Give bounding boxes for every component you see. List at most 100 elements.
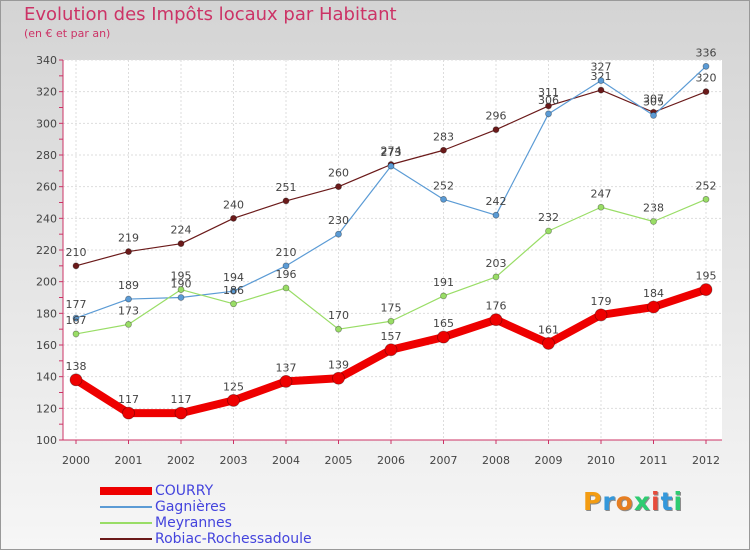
data-point-courry [437,330,450,344]
data-point-courry [699,283,713,296]
legend-swatch [100,506,152,508]
y-tick-label: 140 [36,371,57,384]
legend-label: Robiac-Rochessadoule [155,531,312,547]
data-point-courry [384,343,398,357]
data-point-gagni-res [650,112,657,119]
x-tick-label: 2003 [220,454,248,467]
data-label-courry: 157 [381,330,402,343]
y-tick-label: 220 [36,244,57,257]
data-point-courry [594,308,608,322]
data-label-gagni-res: 327 [591,61,612,74]
data-label-courry: 139 [328,358,349,371]
data-label-robiac-rochessadoule: 296 [486,110,507,123]
data-label-gagni-res: 194 [223,271,244,284]
data-label-gagni-res: 306 [538,94,559,107]
data-label-gagni-res: 190 [171,278,192,291]
y-tick-label: 120 [36,402,57,415]
x-tick-label: 2002 [167,454,195,467]
data-label-meyrannes: 195 [171,270,192,283]
data-point-meyrannes [177,286,185,293]
x-tick-label: 2001 [115,454,143,467]
data-point-meyrannes [72,330,80,338]
legend-label: Gagnières [155,499,227,515]
data-label-gagni-res: 210 [276,246,297,259]
x-tick-label: 2005 [325,454,353,467]
logo-letter: x [633,487,651,516]
data-label-meyrannes: 252 [696,179,717,192]
data-label-meyrannes: 203 [486,257,507,270]
data-point-meyrannes [125,321,132,328]
data-point-gagni-res [230,287,237,295]
data-point-robiac-rochessadoule [597,86,605,94]
data-point-meyrannes [440,292,447,300]
data-label-meyrannes: 247 [591,187,612,200]
data-point-courry [122,406,135,420]
data-label-courry: 137 [276,361,297,374]
logo-letter: o [615,487,634,516]
logo-letter: t [660,487,674,516]
legend-swatch [100,487,152,495]
x-tick-label: 2010 [587,454,615,467]
data-label-robiac-rochessadoule: 283 [433,130,454,143]
data-point-meyrannes [282,284,290,292]
data-point-meyrannes [492,273,500,281]
data-point-courry [332,371,345,385]
y-tick-label: 300 [36,117,57,130]
x-tick-label: 2007 [430,454,458,467]
x-tick-label: 2009 [535,454,563,467]
legend-swatch [100,538,152,540]
data-point-meyrannes [335,325,342,333]
data-label-courry: 195 [696,270,717,283]
data-point-gagni-res [440,195,447,203]
data-label-robiac-rochessadoule: 260 [328,167,349,180]
data-label-courry: 117 [171,393,192,406]
chart-subtitle: (en € et par an) [24,27,111,40]
x-tick-label: 2000 [62,454,90,467]
data-label-meyrannes: 167 [66,314,87,327]
data-label-courry: 161 [538,323,559,336]
legend-swatch [100,522,152,524]
legend-label: Meyrannes [155,515,232,531]
data-label-meyrannes: 196 [276,268,297,281]
data-label-gagni-res: 305 [643,95,664,108]
logo-letter: i [651,487,661,516]
chart-title: Evolution des Impôts locaux par Habitant [24,4,397,25]
data-label-meyrannes: 186 [223,284,244,297]
logo-letter: r [602,487,616,516]
data-label-gagni-res: 189 [118,279,139,292]
data-point-gagni-res [282,262,290,270]
data-label-courry: 176 [486,300,507,313]
data-label-robiac-rochessadoule: 274 [381,145,402,158]
data-label-meyrannes: 173 [118,304,139,317]
data-label-meyrannes: 191 [433,276,454,289]
y-tick-label: 200 [36,276,57,289]
data-label-robiac-rochessadoule: 240 [223,198,244,211]
data-point-robiac-rochessadoule [545,102,552,110]
data-point-gagni-res [387,162,395,170]
y-tick-label: 320 [36,86,57,99]
data-label-robiac-rochessadoule: 321 [591,70,612,83]
x-tick-label: 2011 [640,454,668,467]
y-tick-label: 240 [36,212,57,225]
data-label-meyrannes: 175 [381,301,402,314]
y-tick-label: 100 [36,434,57,447]
data-point-meyrannes [545,227,552,235]
data-label-gagni-res: 242 [486,195,507,208]
data-point-courry [69,373,83,387]
data-point-courry [174,406,188,420]
legend-label: COURRY [155,483,214,499]
data-point-meyrannes [702,195,710,203]
data-point-meyrannes [650,218,657,225]
data-label-courry: 117 [118,393,139,406]
x-tick-label: 2006 [377,454,405,467]
data-point-courry [489,313,503,327]
data-label-courry: 138 [66,360,87,373]
y-tick-label: 340 [36,54,57,67]
data-point-meyrannes [597,203,605,211]
data-point-courry [227,394,240,407]
data-point-courry [542,337,555,350]
data-label-gagni-res: 252 [433,179,454,192]
data-label-courry: 179 [591,295,612,308]
data-label-robiac-rochessadoule: 251 [276,181,297,194]
x-tick-label: 2008 [482,454,510,467]
